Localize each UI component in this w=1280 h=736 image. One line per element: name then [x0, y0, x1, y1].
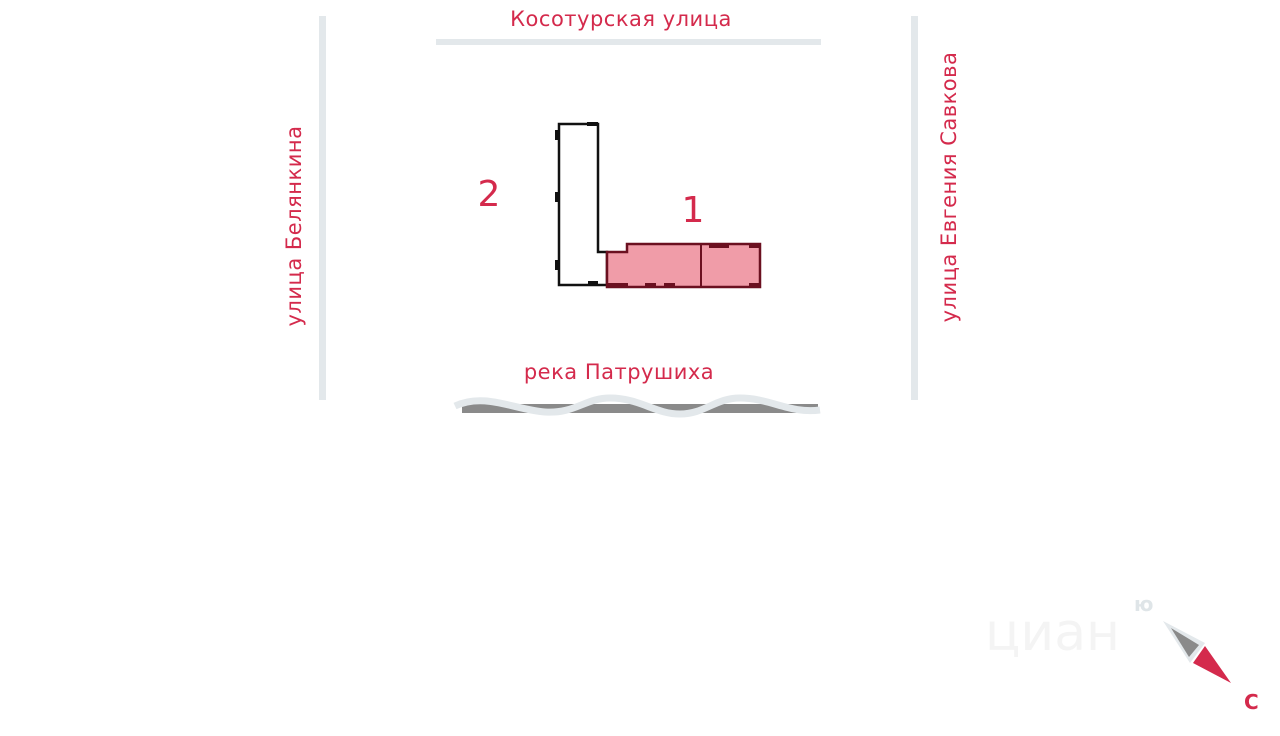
street-label-top: Косотурская улица — [510, 7, 732, 31]
road-top — [436, 39, 821, 45]
building-2-number: 2 — [478, 174, 501, 215]
river — [453, 394, 821, 418]
building-1[interactable] — [605, 242, 762, 289]
building-1-number: 1 — [682, 190, 705, 231]
building-2[interactable] — [555, 122, 609, 287]
river-label: река Патрушиха — [524, 360, 714, 384]
street-label-left: улица Белянкина — [282, 126, 306, 327]
compass-north-label: С — [1244, 690, 1259, 714]
road-left — [319, 16, 326, 400]
watermark-logo: циан — [985, 603, 1120, 663]
road-right — [911, 16, 918, 400]
compass-icon: ю С — [1134, 592, 1259, 714]
street-label-right: улица Евгения Савкова — [937, 52, 961, 323]
compass-south-label: ю — [1134, 592, 1153, 616]
